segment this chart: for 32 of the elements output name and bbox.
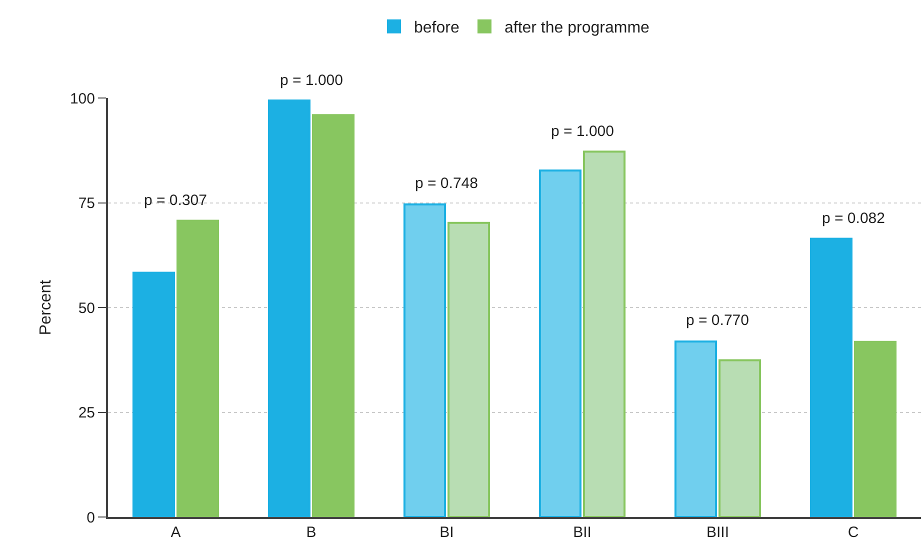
- legend-label: after the programme: [504, 20, 650, 37]
- bar: [674, 340, 717, 517]
- bar: [403, 203, 446, 517]
- legend-label: before: [414, 20, 460, 37]
- bar: [810, 238, 852, 517]
- y-tick-label: 25: [78, 404, 95, 422]
- bar: [176, 220, 220, 517]
- y-tick-label: 75: [78, 195, 95, 212]
- x-tick-label: BIII: [706, 524, 730, 541]
- annotation: p = 0.748: [415, 175, 478, 192]
- annotation: p = 1.000: [551, 123, 614, 140]
- y-tick-label: 50: [78, 300, 95, 317]
- x-tick-label: B: [306, 524, 316, 541]
- x-tick-label: BI: [440, 524, 454, 541]
- y-tick-label: 100: [70, 90, 95, 108]
- y-axis-title: Percent: [37, 279, 54, 336]
- bar: [854, 340, 897, 517]
- x-tick-label: A: [170, 524, 181, 541]
- bar: [312, 114, 355, 517]
- annotation: p = 0.307: [144, 192, 207, 209]
- annotation: p = 0.770: [686, 312, 749, 329]
- y-tick-label: 0: [86, 509, 95, 526]
- annotation: p = 1.000: [280, 72, 343, 89]
- bar: [448, 222, 490, 517]
- bar: [538, 169, 582, 517]
- bar: [268, 100, 310, 517]
- x-tick-label: BII: [573, 524, 592, 541]
- x-tick-label: C: [848, 524, 859, 541]
- annotation: p = 0.082: [822, 210, 885, 227]
- bar: [718, 359, 762, 517]
- bar: [132, 272, 175, 517]
- bar: [583, 150, 626, 517]
